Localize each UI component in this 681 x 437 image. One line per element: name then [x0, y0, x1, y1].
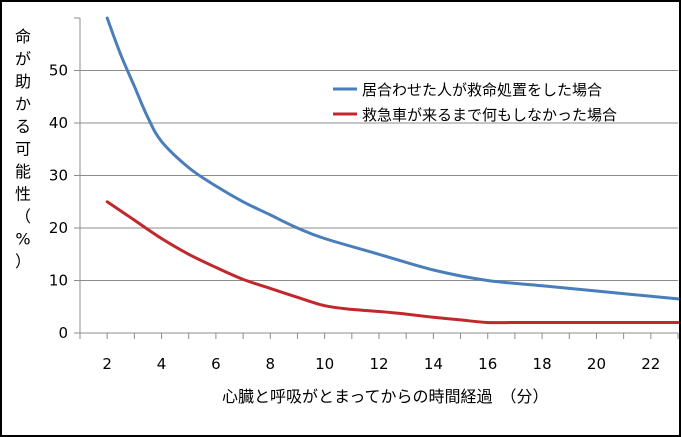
x-tick-label: 8 [265, 355, 275, 373]
x-tick-label: 2 [102, 355, 112, 373]
x-tick-label: 10 [315, 355, 334, 373]
y-tick-label: 40 [49, 114, 68, 132]
x-tick-label: 16 [478, 355, 497, 373]
legend-label-1: 居合わせた人が救命処置をした場合 [362, 81, 602, 99]
legend-label-2: 救急車が来るまで何もしなかった場合 [362, 106, 617, 124]
x-axis-ticks: 2 4 6 8 10 12 14 16 18 20 22 [79, 333, 679, 373]
y-tick-label: 50 [49, 62, 68, 80]
x-tick-label: 12 [369, 355, 388, 373]
y-tick-label: 0 [58, 324, 68, 342]
x-tick-label: 22 [641, 355, 660, 373]
y-tick-label: 20 [49, 219, 68, 237]
x-tick-label: 14 [424, 355, 443, 373]
x-tick-label: 20 [587, 355, 606, 373]
gridlines [80, 70, 678, 281]
series-line-2 [105, 200, 680, 325]
y-axis-ticks: 0 10 20 30 40 50 [49, 17, 80, 342]
x-tick-label: 6 [211, 355, 221, 373]
y-tick-label: 10 [49, 272, 68, 290]
series-lines [105, 16, 680, 325]
x-axis-title: 心臓と呼吸がとまってからの時間経過 （分） [222, 387, 549, 406]
x-tick-label: 18 [533, 355, 552, 373]
y-tick-label: 30 [49, 167, 68, 185]
series-line-1 [105, 16, 680, 301]
y-axis-title: 命が助かる可能性（%） [15, 27, 31, 271]
x-tick-label: 4 [157, 355, 167, 373]
